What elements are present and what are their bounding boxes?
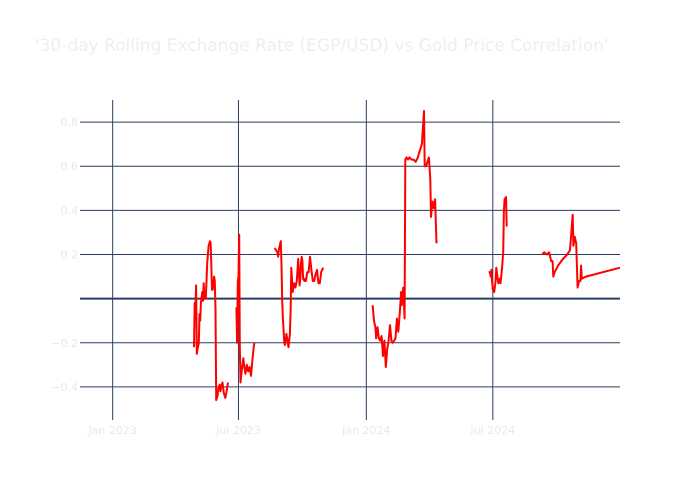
series-line-segment xyxy=(273,240,325,349)
x-tick-label: Jul 2024 xyxy=(469,424,515,437)
series-line-segment xyxy=(193,240,229,402)
y-tick-label: 0.2 xyxy=(61,248,79,261)
grid xyxy=(80,100,620,420)
x-tick-label: Jul 2023 xyxy=(215,424,261,437)
y-tick-label: −0.2 xyxy=(51,337,78,350)
y-tick-label: −0.4 xyxy=(51,381,78,394)
x-tick-label: Jan 2024 xyxy=(341,424,390,437)
x-ticks: Jan 2023 Jul 2023 Jan 2024 Jul 2024 xyxy=(87,424,515,437)
y-tick-label: 0.4 xyxy=(61,204,79,217)
y-ticks: −0.4 −0.2 0.2 0.4 0.6 0.8 xyxy=(51,116,78,394)
series-line-segment xyxy=(488,196,508,293)
series-line-segment xyxy=(371,110,438,368)
y-tick-label: 0.8 xyxy=(61,116,79,129)
chart-title: '30-day Rolling Exchange Rate (EGP/USD) … xyxy=(35,36,609,56)
series xyxy=(193,110,621,402)
series-line-segment xyxy=(541,213,621,289)
series-line-segment xyxy=(235,233,256,384)
x-tick-label: Jan 2023 xyxy=(87,424,136,437)
y-tick-label: 0.6 xyxy=(61,160,79,173)
